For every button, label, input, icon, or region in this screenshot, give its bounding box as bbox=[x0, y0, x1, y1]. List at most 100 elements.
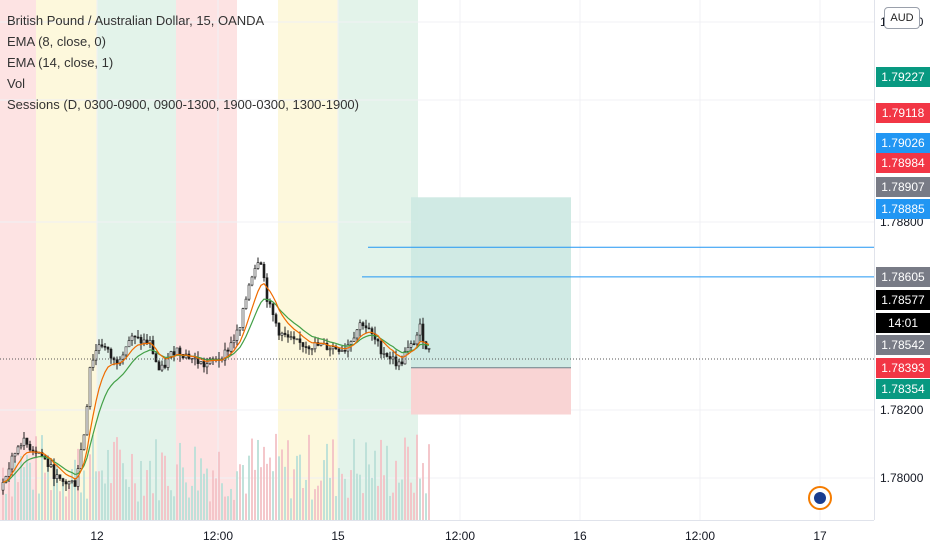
candle-body bbox=[412, 343, 416, 345]
price-label[interactable]: 1.79026 bbox=[876, 133, 930, 153]
volume-bar bbox=[164, 455, 166, 520]
price-label[interactable]: 1.78393 bbox=[876, 358, 930, 378]
candle-body bbox=[160, 364, 164, 371]
volume-bar bbox=[95, 471, 97, 520]
legend-ema8[interactable]: EMA (8, close, 0) bbox=[7, 34, 106, 49]
volume-bar bbox=[293, 469, 295, 520]
volume-bar bbox=[155, 439, 157, 520]
legend-ema14[interactable]: EMA (14, close, 1) bbox=[7, 55, 114, 70]
volume-bar bbox=[392, 492, 394, 520]
volume-bar bbox=[275, 433, 277, 520]
candle-body bbox=[82, 434, 86, 450]
volume-bar bbox=[197, 490, 199, 520]
ema14-line bbox=[2, 298, 430, 483]
volume-bar bbox=[38, 493, 40, 520]
volume-bar bbox=[278, 456, 280, 520]
candle-body bbox=[367, 327, 371, 330]
volume-bar bbox=[59, 491, 61, 520]
volume-bar bbox=[218, 451, 220, 520]
candle-body bbox=[361, 322, 365, 327]
volume-bar bbox=[227, 496, 229, 520]
volume-bar bbox=[143, 495, 145, 520]
volume-bar bbox=[116, 437, 118, 520]
price-label[interactable]: 14:01 bbox=[876, 313, 930, 333]
candle-body bbox=[379, 340, 383, 355]
candle-body bbox=[295, 338, 299, 341]
volume-bar bbox=[56, 463, 58, 520]
candle-body bbox=[241, 308, 245, 328]
session-band bbox=[0, 0, 36, 520]
candle-body bbox=[1, 482, 5, 491]
volume-bar bbox=[341, 473, 343, 520]
price-label[interactable]: 1.78984 bbox=[876, 153, 930, 173]
candle-body bbox=[385, 353, 389, 357]
volume-bar bbox=[125, 479, 127, 520]
volume-bar bbox=[326, 443, 328, 520]
candle-body bbox=[364, 325, 368, 329]
price-label[interactable]: 1.78354 bbox=[876, 379, 930, 399]
legend-title: British Pound / Australian Dollar, 15, O… bbox=[7, 13, 265, 28]
price-label[interactable]: 1.79227 bbox=[876, 67, 930, 87]
candle-body bbox=[394, 356, 398, 367]
volume-bar bbox=[188, 497, 190, 520]
volume-bar bbox=[137, 501, 139, 520]
candle-body bbox=[49, 464, 53, 468]
candle-body bbox=[358, 322, 362, 331]
price-label[interactable]: 1.78907 bbox=[876, 177, 930, 197]
volume-bar bbox=[158, 500, 160, 520]
volume-bar bbox=[263, 446, 265, 520]
x-tick-label: 15 bbox=[331, 529, 345, 543]
volume-bar bbox=[209, 501, 211, 520]
volume-bar bbox=[101, 470, 103, 520]
candle-body bbox=[280, 332, 284, 336]
session-band bbox=[338, 0, 418, 520]
candle-body bbox=[223, 349, 227, 361]
candle-body bbox=[10, 455, 14, 470]
price-label[interactable]: 1.79118 bbox=[876, 103, 930, 123]
volume-bar bbox=[53, 470, 55, 520]
candle-body bbox=[382, 353, 386, 355]
volume-bar bbox=[98, 471, 100, 520]
candle-body bbox=[13, 453, 17, 457]
volume-bar bbox=[350, 470, 352, 520]
y-tick-label: 1.78000 bbox=[880, 471, 924, 485]
volume-bar bbox=[344, 478, 346, 520]
price-label[interactable]: 1.78605 bbox=[876, 267, 930, 287]
volume-bar bbox=[362, 493, 364, 520]
price-label[interactable]: 1.78885 bbox=[876, 199, 930, 219]
volume-bar bbox=[323, 460, 325, 520]
volume-bar bbox=[146, 470, 148, 520]
volume-bar bbox=[377, 485, 379, 520]
time-axis[interactable] bbox=[0, 520, 874, 551]
volume-bar bbox=[305, 479, 307, 520]
x-tick-label: 17 bbox=[813, 529, 827, 543]
candle-body bbox=[331, 346, 335, 350]
volume-bar bbox=[206, 468, 208, 520]
legend-sessions[interactable]: Sessions (D, 0300-0900, 0900-1300, 1900-… bbox=[7, 97, 359, 112]
position-profit-zone bbox=[411, 197, 571, 368]
legend-vol[interactable]: Vol bbox=[7, 76, 26, 91]
volume-bar bbox=[140, 460, 142, 520]
candle-body bbox=[61, 478, 65, 482]
candle-body bbox=[229, 342, 233, 352]
candle-body bbox=[406, 347, 410, 352]
candle-body bbox=[304, 346, 308, 348]
volume-bar bbox=[68, 485, 70, 520]
candle-body bbox=[16, 446, 20, 454]
candle-body bbox=[418, 323, 422, 336]
session-band bbox=[97, 0, 176, 520]
price-axis[interactable] bbox=[874, 0, 932, 520]
price-label[interactable]: 1.78577 bbox=[876, 290, 930, 310]
volume-bar bbox=[311, 499, 313, 520]
volume-bar bbox=[41, 435, 43, 520]
volume-bar bbox=[80, 492, 82, 520]
currency-button[interactable]: AUD bbox=[884, 7, 920, 29]
volume-bar bbox=[371, 477, 373, 520]
candle-body bbox=[55, 474, 59, 479]
candle-body bbox=[259, 262, 263, 265]
candle-body bbox=[376, 339, 380, 342]
price-label[interactable]: 1.78542 bbox=[876, 335, 930, 355]
candle-body bbox=[19, 445, 23, 448]
candle-body bbox=[154, 353, 158, 363]
